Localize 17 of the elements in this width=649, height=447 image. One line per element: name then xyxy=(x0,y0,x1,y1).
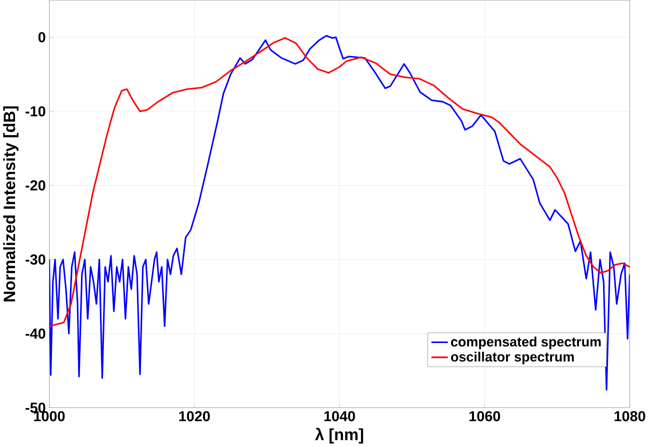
y-tick-label: -50 xyxy=(26,402,46,413)
x-tick-label: 1020 xyxy=(179,411,210,422)
x-axis-title: λ [nm] xyxy=(315,428,364,444)
line-series xyxy=(49,35,630,391)
legend-label: oscillator spectrum xyxy=(451,352,574,364)
line-series xyxy=(49,37,630,328)
legend-label: compensated spectrum xyxy=(451,336,601,350)
x-tick-label: 1000 xyxy=(34,411,65,422)
x-tick-label: 1080 xyxy=(614,411,646,422)
y-tick-label: -40 xyxy=(26,328,46,339)
x-tick-label: 1040 xyxy=(324,411,355,422)
y-tick-label: -20 xyxy=(26,180,46,191)
y-tick-label: -10 xyxy=(26,106,46,117)
y-tick-label: 0 xyxy=(38,32,46,42)
x-tick-label: 1060 xyxy=(470,411,500,422)
y-tick-label: -30 xyxy=(26,254,46,265)
y-axis-title: Normalized Intensity [dB] xyxy=(3,106,18,302)
